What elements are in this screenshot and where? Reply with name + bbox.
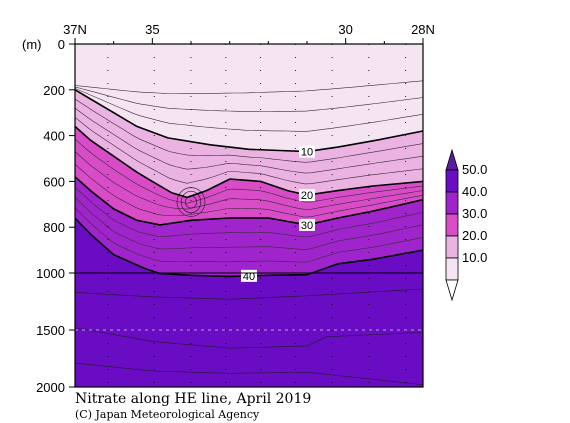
isoline-minor (74, 88, 424, 132)
colorbar-label: 30.0 (462, 206, 487, 221)
colorbar-bin (445, 191, 459, 215)
colorbar-bin (445, 257, 459, 281)
colorbar-under-arrow (445, 279, 459, 302)
y-tick-label: 800 (43, 220, 65, 235)
isoline-minor (74, 197, 424, 250)
contour-label-bg (299, 189, 315, 202)
contour-10 (74, 89, 424, 153)
y-unit-label: (m) (22, 37, 42, 52)
plot-frame (74, 43, 424, 388)
colorbar-label: 20.0 (462, 228, 487, 243)
contour-label-30: 30 (301, 220, 313, 232)
colorbar-over-arrow (445, 148, 459, 171)
colorbar-bin (445, 235, 459, 259)
y-tick-label: 1500 (36, 323, 65, 338)
chart-credit: (C) Japan Meteorological Agency (75, 408, 260, 421)
colorbar-bin (445, 213, 459, 237)
contour-label-bg (299, 145, 315, 158)
colorbar: 50.0 40.0 30.0 20.0 10.0 (445, 148, 487, 302)
colorbar-label: 10.0 (462, 250, 487, 265)
x-tick-label: 28N (411, 22, 435, 37)
isoline-minor (74, 117, 424, 185)
isoline-minor (74, 163, 424, 218)
contour-lines: 10 20 30 40 (74, 80, 424, 386)
isoline-minor (74, 207, 424, 263)
contour-20 (74, 125, 424, 199)
isoline-deep (74, 288, 424, 300)
y-tick-label: 400 (43, 129, 65, 144)
isoline-minor (74, 186, 424, 238)
chart-title: Nitrate along HE line, April 2019 (75, 391, 311, 407)
isoline-minor (74, 80, 424, 94)
x-tick-label: 35 (145, 22, 159, 37)
isoline-minor (74, 86, 424, 112)
colorbar-bin (445, 169, 459, 193)
x-tick-label: 37N (63, 22, 87, 37)
axes: 0 200 400 600 800 1000 1500 2000 37N 35 30 28N (36, 22, 435, 395)
y-tick-label: 2000 (36, 380, 65, 395)
contour-label-40: 40 (243, 271, 255, 283)
isoline-deep (74, 362, 424, 386)
contour-30 (74, 176, 424, 226)
isoline-minor (74, 98, 424, 163)
colorbar-label: 50.0 (462, 162, 487, 177)
colorbar-label: 40.0 (462, 184, 487, 199)
contour-40 (74, 217, 424, 278)
y-tick-label: 600 (43, 174, 65, 189)
y-tick-label: 200 (43, 83, 65, 98)
isoline-minor (74, 107, 424, 174)
contour-label-20: 20 (301, 190, 313, 202)
isoline-deep (74, 327, 424, 349)
y-tick-label: 0 (58, 37, 65, 52)
isoline-minor (74, 151, 424, 210)
contour-label-10: 10 (301, 147, 313, 159)
eddy-contour (180, 190, 202, 214)
isoline-minor (74, 138, 424, 204)
y-tick-label: 1000 (36, 266, 65, 281)
x-tick-label: 30 (338, 22, 352, 37)
band-fill-0-10 (75, 44, 423, 152)
contour-label-bg (299, 218, 315, 231)
